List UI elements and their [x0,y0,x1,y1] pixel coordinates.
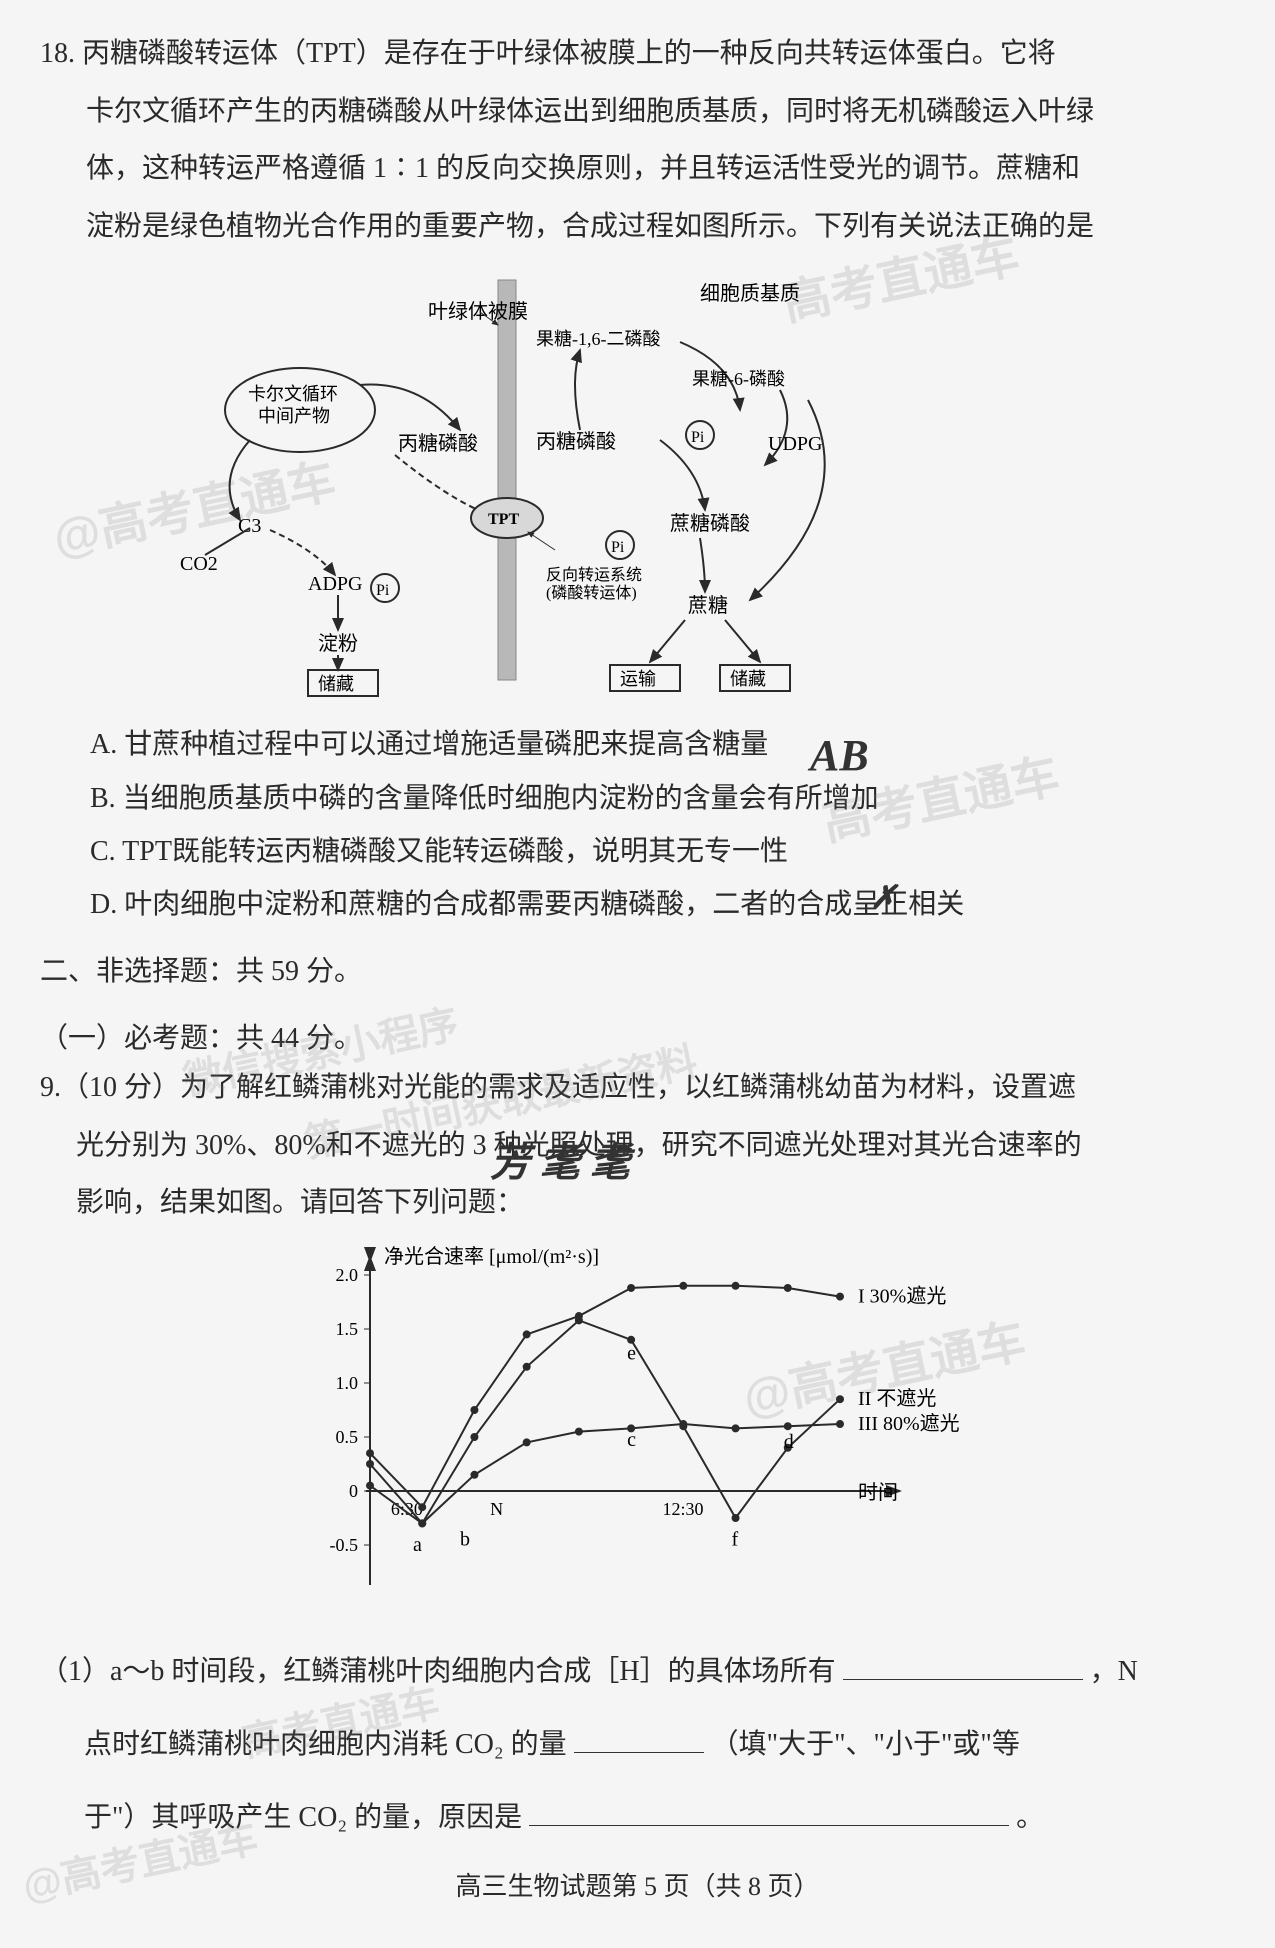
svg-text:I 30%遮光: I 30%遮光 [858,1284,946,1307]
q19-number: 9. [40,1072,61,1103]
label-pi-1: Pi [376,582,390,599]
label-transport: 运输 [620,669,656,689]
svg-text:-0.5: -0.5 [330,1535,359,1555]
fill-2a: 点时红鳞蒲桃叶肉细胞内消耗 CO₂ 的量 [84,1729,567,1760]
q19-line2: 影响，结果如图。请回答下列问题： [40,1179,1235,1227]
q18-number: 18. [40,38,75,69]
label-triose-l: 丙糖磷酸 [398,432,478,455]
q18-line1: 卡尔文循环产生的丙糖磷酸从叶绿体运出到细胞质基质，同时将无机磷酸运入叶绿 [40,88,1235,136]
blank-2[interactable] [574,1722,704,1753]
q18-line2: 体，这种转运严格遵循 1∶1 的反向交换原则，并且转运活性受光的调节。蔗糖和 [40,145,1235,193]
label-cytoplasm: 细胞质基质 [700,282,800,305]
option-B: B. 当细胞质基质中磷的含量降低时细胞内淀粉的含量会有所增加 [90,772,1235,825]
label-triose-r: 丙糖磷酸 [536,430,616,453]
label-calvin-2: 中间产物 [258,406,330,426]
label-calvin-1: 卡尔文循环 [248,384,338,404]
label-store-l: 储藏 [318,674,354,694]
handwritten-check: ✗ [870,878,897,916]
q19-line1: 光分别为 30%、80%和不遮光的 3 种光照处理，研究不同遮光处理对其光合速率… [40,1122,1235,1170]
svg-text:1.0: 1.0 [336,1373,359,1393]
q19-chart: -0.500.51.01.52.0净光合速率 [μmol/(m²·s)]6:30… [280,1245,1060,1625]
svg-text:e: e [627,1342,636,1364]
label-tpt: TPT [488,511,519,528]
option-D: D. 叶肉细胞中淀粉和蔗糖的合成都需要丙糖磷酸，二者的合成呈正相关 [90,878,1235,931]
option-C: C. TPT既能转运丙糖磷酸又能转运磷酸，说明其无专一性 [90,825,1235,878]
label-pi-3: Pi [611,539,625,556]
label-adpg: ADPG [308,573,362,595]
svg-text:a: a [413,1533,422,1555]
fill-2b: （填"大于"、"小于"或"等 [711,1729,1020,1760]
q19-sub1-line1: （1）a～b 时间段，红鳞蒲桃叶肉细胞内合成［H］的具体场所有 ，N [40,1645,1235,1698]
svg-text:N: N [490,1499,503,1519]
svg-text:时间: 时间 [858,1481,898,1504]
q18-line3: 淀粉是绿色植物光合作用的重要产物，合成过程如图所示。下列有关说法正确的是 [40,203,1235,251]
svg-text:d: d [784,1431,794,1453]
q19-line0: （10 分）为了解红鳞蒲桃对光能的需求及适应性，以红鳞蒲桃幼苗为材料，设置遮 [61,1072,1076,1103]
option-A: A. 甘蔗种植过程中可以通过增施适量磷肥来提高含糖量 [90,718,1235,771]
q18-line0: 丙糖磷酸转运体（TPT）是存在于叶绿体被膜上的一种反向共转运体蛋白。它将 [82,38,1056,69]
svg-text:1.5: 1.5 [336,1319,359,1339]
svg-text:f: f [732,1528,739,1550]
label-co2: CO2 [180,553,218,575]
svg-text:0: 0 [349,1481,358,1501]
fill-3b: 。 [1016,1802,1044,1833]
label-membrane: 叶绿体被膜 [428,300,528,323]
fill-3a: 于"）其呼吸产生 CO₂ 的量，原因是 [84,1802,522,1833]
svg-text:c: c [627,1429,636,1451]
label-antiport-2: (磷酸转运体) [546,584,637,602]
svg-text:II 不遮光: II 不遮光 [858,1387,936,1410]
fill-1b: ，N [1090,1656,1138,1687]
blank-1[interactable] [843,1649,1083,1680]
handwritten-scribble: 芳 耄 耄 [490,1130,630,1188]
q19-sub1-line3: 于"）其呼吸产生 CO₂ 的量，原因是 。 [40,1791,1235,1844]
label-antiport-1: 反向转运系统 [546,566,642,584]
svg-text:III 80%遮光: III 80%遮光 [858,1412,960,1435]
label-sucrose: 蔗糖 [688,594,728,617]
label-pi-2: Pi [691,429,705,446]
q18-diagram: 叶绿体被膜 细胞质基质 卡尔文循环 中间产物 丙糖磷酸 C3 CO2 ADPG … [160,270,920,700]
q19-sub1-line2: 点时红鳞蒲桃叶肉细胞内消耗 CO₂ 的量 （填"大于"、"小于"或"等 [40,1718,1235,1771]
svg-text:b: b [460,1528,470,1550]
svg-text:12:30: 12:30 [662,1499,703,1519]
label-store-r: 储藏 [730,669,766,689]
label-f6p: 果糖-6-磷酸 [692,369,785,389]
label-f16bp: 果糖-1,6-二磷酸 [536,329,661,349]
label-starch: 淀粉 [318,632,358,655]
fill-1a: （1）a～b 时间段，红鳞蒲桃叶肉细胞内合成［H］的具体场所有 [40,1656,836,1687]
q18-stem: 18. 丙糖磷酸转运体（TPT）是存在于叶绿体被膜上的一种反向共转运体蛋白。它将… [40,30,1235,250]
q19-stem: 9.（10 分）为了解红鳞蒲桃对光能的需求及适应性，以红鳞蒲桃幼苗为材料，设置遮… [40,1064,1235,1227]
blank-3[interactable] [529,1795,1009,1826]
section-head-1: 二、非选择题：共 59 分。 [40,947,1235,997]
section-head-2: （一）必考题：共 44 分。 [40,1014,1235,1064]
label-sucrose-p: 蔗糖磷酸 [670,512,750,535]
handwritten-answer-ab: AB [810,730,869,781]
label-udpg: UDPG [768,433,822,455]
svg-text:2.0: 2.0 [336,1265,359,1285]
page-footer: 高三生物试题第 5 页（共 8 页） [40,1866,1235,1903]
svg-text:0.5: 0.5 [336,1427,359,1447]
svg-text:净光合速率 [μmol/(m²·s)]: 净光合速率 [μmol/(m²·s)] [384,1245,599,1268]
q18-options: A. 甘蔗种植过程中可以通过增施适量磷肥来提高含糖量 B. 当细胞质基质中磷的含… [40,718,1235,931]
